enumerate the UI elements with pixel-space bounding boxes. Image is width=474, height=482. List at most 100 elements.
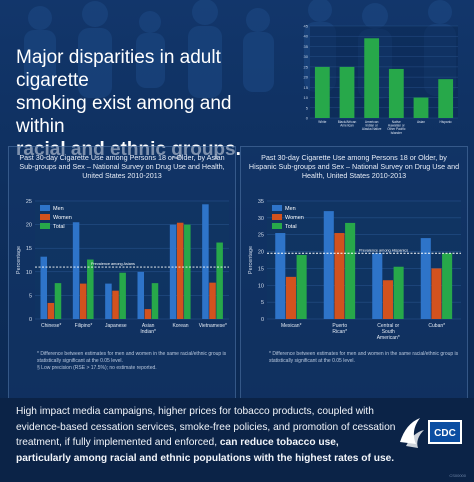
y-axis-label: Percentage: [248, 246, 254, 274]
race-bar-chart: 45 40 35 30 25 20 15 10 5 0 White Black/African Amer…: [304, 24, 458, 135]
bar-total: [87, 259, 94, 319]
y-tick-label: 25: [258, 233, 264, 239]
asian-footnote-2: § Low precision (RSE > 17.5%); no estima…: [37, 365, 157, 371]
top-chart-x-label: Asian: [417, 120, 425, 124]
legend-label-men: Men: [53, 206, 64, 212]
x-category-label: Central or South American*: [377, 323, 400, 341]
legend-swatch-total: [272, 223, 282, 229]
bar-men: [202, 204, 209, 319]
y-tick-label: 5: [261, 300, 264, 306]
x-category-label: Mexican*: [281, 323, 302, 329]
y-tick-label: 25: [26, 199, 32, 205]
top-chart-bar: [364, 38, 380, 119]
bar-men: [323, 211, 334, 319]
bar-men: [275, 233, 286, 319]
bar-total: [296, 254, 307, 319]
legend-swatch-men: [40, 205, 50, 211]
logos: CDC: [400, 418, 462, 448]
asian-footnote-1: * Difference between estimates for men a…: [37, 351, 227, 364]
x-category-label: Puerto Rican*: [332, 323, 347, 335]
bar-women: [176, 222, 184, 319]
bar-women: [112, 290, 119, 319]
top-chart-bar: [388, 68, 404, 118]
x-category-label: Asian Indian*: [140, 323, 156, 335]
headline-line-1: Major disparities in adult cigarette: [16, 47, 221, 91]
top-chart-plot-area: [310, 26, 458, 118]
legend-swatch-total: [40, 223, 50, 229]
publication-code: CS00000: [449, 473, 466, 478]
hispanic-chart-title: Past 30-day Cigarette Use among Persons …: [248, 153, 460, 180]
hispanic-subgroups-panel: Past 30-day Cigarette Use among Persons …: [240, 146, 468, 400]
bottom-message-text: High impact media campaigns, higher pric…: [16, 406, 396, 448]
top-chart-y-tick: 5: [306, 105, 309, 110]
y-tick-label: 20: [258, 250, 264, 256]
headline-line-2: smoking exist among and within: [16, 93, 232, 137]
reference-line-label: Prevalence among Hispanics: [359, 248, 408, 252]
y-tick-label: 30: [258, 216, 264, 222]
asian-subgroups-panel: Past 30-day Cigarette Use among Persons …: [8, 146, 236, 400]
top-chart-y-tick: 25: [304, 64, 309, 69]
top-chart-x-label: Native Hawaiian or Other Pacific Islander: [387, 120, 406, 135]
plot-area: [35, 201, 229, 319]
top-chart-y-tick: 45: [304, 24, 309, 29]
y-tick-label: 0: [29, 317, 32, 323]
bar-women: [382, 280, 393, 319]
bar-men: [169, 224, 177, 319]
legend-label-men: Men: [285, 206, 296, 212]
bar-total: [119, 272, 126, 319]
top-chart-x-label: White: [318, 120, 326, 124]
top-chart-x-label: American Indian or Alaska Native: [362, 120, 382, 131]
cdc-logo: CDC: [428, 420, 462, 444]
top-chart-y-tick: 35: [304, 44, 309, 49]
cdc-label: CDC: [434, 428, 456, 439]
top-chart-bar: [438, 79, 454, 118]
top-chart-y-tick: 20: [304, 75, 309, 80]
bottom-message: High impact media campaigns, higher pric…: [16, 404, 396, 466]
y-axis-label: Percentage: [16, 246, 22, 274]
headline: Major disparities in adult cigarette smo…: [16, 46, 276, 161]
reference-line-label: Prevalence among Asians: [91, 262, 135, 266]
asian-chart-title: Past 30-day Cigarette Use among Persons …: [19, 153, 225, 180]
legend-swatch-men: [272, 205, 282, 211]
top-chart-y-tick: 15: [304, 85, 309, 90]
x-category-label: Korean: [172, 323, 188, 329]
bar-women: [79, 283, 87, 319]
top-chart-x-label: Black/African American: [338, 120, 357, 128]
bar-men: [105, 283, 112, 319]
bar-men: [372, 253, 383, 319]
top-chart-x-label: Hispanic: [440, 120, 453, 124]
bar-total: [393, 266, 404, 319]
x-category-label: Filipino*: [75, 323, 93, 329]
bar-women: [431, 268, 442, 319]
bar-total: [54, 283, 62, 319]
top-chart-y-tick: 0: [306, 116, 309, 121]
legend-label-total: Total: [53, 224, 65, 230]
x-category-label: Chinese*: [41, 323, 61, 329]
top-chart-bar: [314, 66, 330, 118]
y-tick-label: 15: [26, 246, 32, 252]
bar-women: [47, 302, 55, 319]
y-tick-label: 10: [258, 283, 264, 289]
legend-swatch-women: [272, 214, 282, 220]
y-tick-label: 20: [26, 223, 32, 229]
top-chart-y-tick: 10: [304, 95, 309, 100]
bar-men: [40, 256, 48, 319]
top-chart-bar: [413, 97, 429, 118]
legend-label-total: Total: [285, 224, 297, 230]
bar-men: [420, 238, 431, 319]
bar-total: [151, 283, 159, 319]
bar-women: [209, 282, 216, 319]
y-tick-label: 35: [258, 199, 264, 205]
bar-total: [184, 224, 191, 319]
bar-men: [72, 222, 80, 319]
top-chart-y-tick: 30: [304, 54, 309, 59]
y-tick-label: 15: [258, 266, 264, 272]
legend-label-women: Women: [53, 215, 72, 221]
hhs-eagle-icon: [400, 418, 424, 448]
top-chart-bar: [339, 66, 355, 118]
bar-total: [345, 222, 356, 319]
bar-women: [334, 233, 345, 319]
hispanic-subgroups-chart: 0 5 10 15 20 25 30 35 Percentage Mexican* Puerto Ri…: [248, 199, 461, 341]
x-category-label: Japanese: [105, 323, 127, 329]
